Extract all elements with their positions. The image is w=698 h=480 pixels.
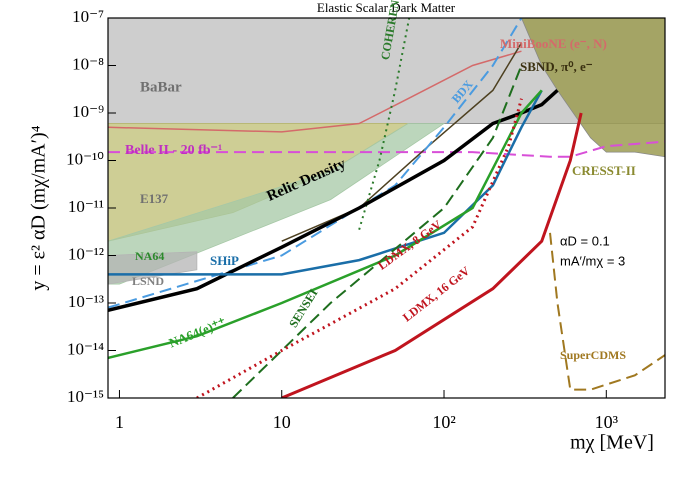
- series-label: SBND, π⁰, e⁻: [520, 59, 593, 74]
- y-tick-label: 10⁻¹³: [68, 292, 104, 311]
- curve: [358, 18, 411, 230]
- series-label: LDMX, 16 GeV: [400, 263, 473, 324]
- series-label: MiniBooNE (e⁻, N): [500, 36, 607, 51]
- curve: [281, 112, 583, 398]
- x-tick-label: 10³: [595, 412, 619, 432]
- plot-area: [108, 18, 665, 398]
- region: [108, 18, 665, 124]
- series-label: E137: [140, 191, 169, 206]
- x-tick-label: 1: [115, 412, 124, 432]
- y-tick-label: 10⁻¹¹: [68, 197, 104, 216]
- y-tick-label: 10⁻¹²: [68, 244, 104, 263]
- y-tick-label: 10⁻¹⁵: [67, 387, 104, 406]
- curve: [108, 140, 665, 158]
- annotation: αD = 0.1: [560, 233, 610, 248]
- series-label: SHiP: [210, 253, 239, 268]
- series-label: CRESST-II: [572, 163, 636, 178]
- region: [521, 18, 665, 158]
- y-axis-label: y = ε² αD (mχ/mA′)⁴: [28, 125, 50, 290]
- y-tick-label: 10⁻¹⁰: [66, 149, 104, 168]
- curve: [108, 89, 543, 360]
- x-axis-label: mχ [MeV]: [570, 432, 654, 454]
- series-label: NA64(e)⁺⁺: [167, 314, 228, 350]
- series-label: NA64: [135, 249, 164, 263]
- x-tick-label: 10²: [432, 412, 455, 432]
- y-tick-label: 10⁻¹⁴: [67, 339, 104, 358]
- curve: [108, 18, 523, 309]
- curve: [232, 65, 523, 398]
- curve: [108, 50, 522, 133]
- series-label: BaBar: [140, 79, 182, 95]
- y-tick-label: 10⁻⁸: [72, 54, 104, 73]
- curve: [549, 232, 665, 391]
- y-tick-label: 10⁻⁷: [72, 7, 104, 26]
- curve: [108, 89, 543, 276]
- annotation: mA′/mχ = 3: [560, 253, 625, 268]
- chart-title: Elastic Scalar Dark Matter: [317, 0, 456, 15]
- series-label: Belle II - 20 fb⁻¹: [125, 143, 222, 158]
- series-label: LSND: [132, 274, 164, 288]
- series-label: SuperCDMS: [560, 348, 626, 362]
- x-tick-label: 10: [273, 412, 291, 432]
- y-tick-label: 10⁻⁹: [72, 102, 104, 121]
- series-label: LDMX, 8 GeV: [375, 217, 444, 273]
